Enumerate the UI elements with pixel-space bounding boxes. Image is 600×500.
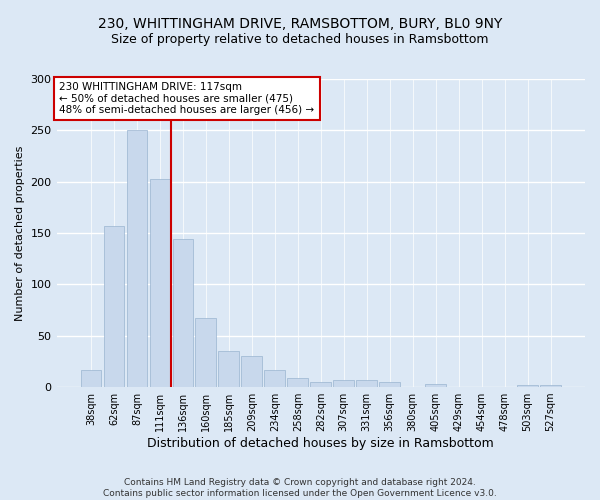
Bar <box>334 380 354 387</box>
Bar <box>356 380 377 387</box>
Bar <box>218 351 239 387</box>
Bar <box>127 130 147 387</box>
Text: Size of property relative to detached houses in Ramsbottom: Size of property relative to detached ho… <box>111 32 489 46</box>
Bar <box>517 385 538 387</box>
Bar <box>425 384 446 387</box>
Bar <box>310 382 331 387</box>
Bar <box>540 385 561 387</box>
Bar <box>149 178 170 387</box>
Text: 230, WHITTINGHAM DRIVE, RAMSBOTTOM, BURY, BL0 9NY: 230, WHITTINGHAM DRIVE, RAMSBOTTOM, BURY… <box>98 18 502 32</box>
Bar <box>173 239 193 387</box>
Bar <box>104 226 124 387</box>
Bar <box>196 318 216 387</box>
Text: Contains HM Land Registry data © Crown copyright and database right 2024.
Contai: Contains HM Land Registry data © Crown c… <box>103 478 497 498</box>
Bar <box>287 378 308 387</box>
Text: 230 WHITTINGHAM DRIVE: 117sqm
← 50% of detached houses are smaller (475)
48% of : 230 WHITTINGHAM DRIVE: 117sqm ← 50% of d… <box>59 82 314 116</box>
X-axis label: Distribution of detached houses by size in Ramsbottom: Distribution of detached houses by size … <box>148 437 494 450</box>
Bar <box>379 382 400 387</box>
Y-axis label: Number of detached properties: Number of detached properties <box>15 146 25 320</box>
Bar <box>241 356 262 387</box>
Bar <box>80 370 101 387</box>
Bar <box>265 370 285 387</box>
